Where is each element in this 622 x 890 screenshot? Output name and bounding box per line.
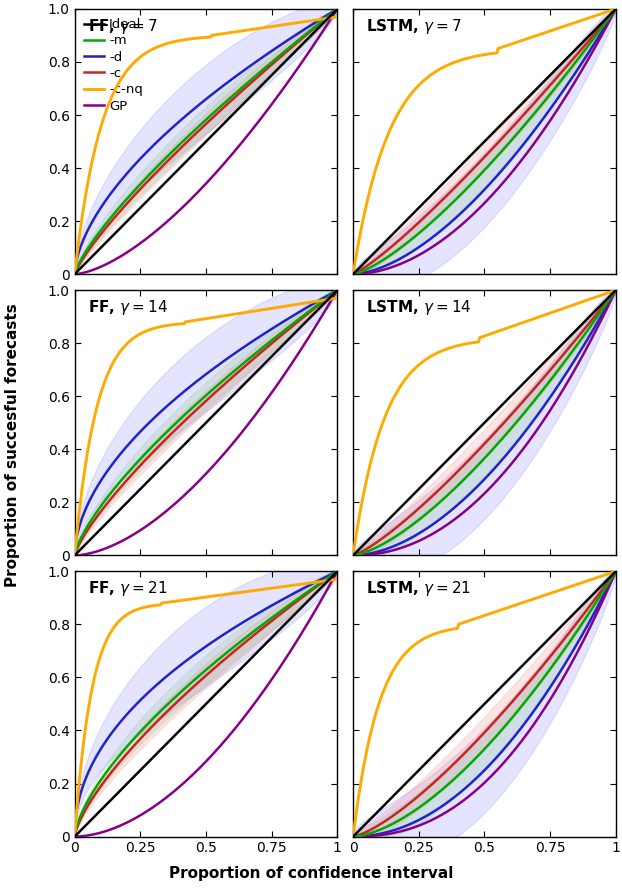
Text: FF, $\gamma = 7$: FF, $\gamma = 7$ [88,17,158,36]
Text: LSTM, $\gamma = 7$: LSTM, $\gamma = 7$ [366,17,462,36]
Text: LSTM, $\gamma = 21$: LSTM, $\gamma = 21$ [366,579,471,598]
Text: Proportion of confidence interval: Proportion of confidence interval [169,866,453,881]
Text: FF, $\gamma = 14$: FF, $\gamma = 14$ [88,298,168,317]
Text: LSTM, $\gamma = 14$: LSTM, $\gamma = 14$ [366,298,472,317]
Legend: Ideal, -m, -d, -c, -c-nq, GP: Ideal, -m, -d, -c, -c-nq, GP [81,15,146,116]
Text: Proportion of succesful forecasts: Proportion of succesful forecasts [5,303,20,587]
Text: FF, $\gamma = 21$: FF, $\gamma = 21$ [88,579,167,598]
